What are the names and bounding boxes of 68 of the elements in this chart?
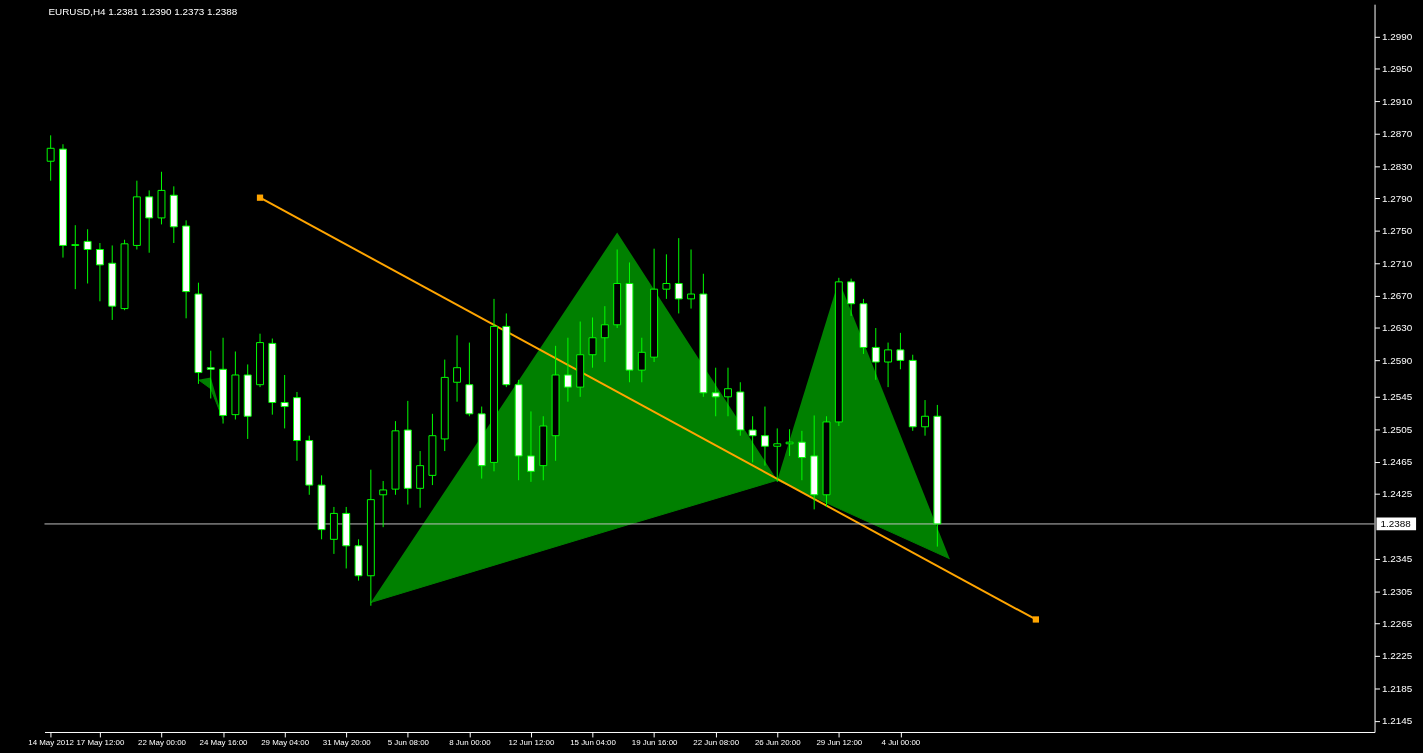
x-tick-label: 24 May 16:00 bbox=[199, 738, 249, 748]
ref-line-label: 1.2388 bbox=[1380, 517, 1412, 529]
candlestick bbox=[563, 337, 572, 403]
x-tick-label: 29 Jun 12:00 bbox=[816, 738, 863, 748]
y-tick-label: 1.2465 bbox=[1381, 456, 1413, 468]
y-tick-label: 1.2145 bbox=[1381, 715, 1413, 727]
candlestick bbox=[797, 430, 806, 481]
y-tick-label: 1.2185 bbox=[1381, 682, 1413, 694]
candlestick bbox=[711, 367, 720, 417]
y-tick-label: 1.2265 bbox=[1381, 617, 1413, 629]
candlestick bbox=[416, 450, 425, 509]
chart-title: EURUSD,H4 1.2381 1.2390 1.2373 1.2388 bbox=[48, 6, 238, 18]
x-tick-label: 22 May 00:00 bbox=[138, 738, 187, 748]
x-tick-label: 19 Jun 16:00 bbox=[631, 738, 679, 748]
y-tick-label: 1.2590 bbox=[1381, 354, 1413, 366]
y-tick-label: 1.2790 bbox=[1381, 192, 1413, 204]
y-tick-label: 1.2225 bbox=[1381, 650, 1413, 662]
y-tick-label: 1.2305 bbox=[1381, 585, 1413, 597]
candlestick bbox=[453, 334, 462, 403]
candlestick bbox=[896, 332, 905, 370]
candlestick bbox=[588, 317, 597, 369]
candlestick bbox=[526, 410, 535, 483]
candlestick bbox=[921, 399, 929, 437]
y-tick-label: 1.2990 bbox=[1381, 31, 1413, 43]
y-tick-label: 1.2545 bbox=[1381, 391, 1413, 403]
candlestick bbox=[724, 367, 732, 417]
y-tick-label: 1.2345 bbox=[1381, 553, 1413, 565]
x-tick-label: 31 May 20:00 bbox=[322, 738, 372, 748]
candlestick bbox=[46, 134, 55, 182]
candlestick bbox=[847, 278, 856, 317]
candlestick bbox=[773, 427, 782, 483]
candlestick bbox=[748, 415, 757, 463]
y-tick-label: 1.2670 bbox=[1381, 290, 1413, 302]
candlestick bbox=[871, 327, 880, 381]
candlestick bbox=[687, 248, 696, 310]
candlestick bbox=[662, 253, 671, 300]
y-tick-label: 1.2950 bbox=[1381, 63, 1413, 75]
candlestick bbox=[206, 350, 215, 399]
y-tick-label: 1.2750 bbox=[1381, 225, 1413, 237]
x-tick-label: 15 Jun 04:00 bbox=[570, 738, 617, 748]
y-tick-label: 1.2870 bbox=[1381, 128, 1413, 140]
x-tick-label: 12 Jun 12:00 bbox=[508, 738, 555, 748]
x-tick-label: 14 May 2012 bbox=[28, 738, 75, 748]
candlestick bbox=[145, 189, 154, 254]
candlestick bbox=[280, 374, 289, 429]
candlestick bbox=[600, 305, 609, 363]
x-tick-label: 17 May 12:00 bbox=[76, 738, 125, 748]
y-tick-label: 1.2910 bbox=[1381, 95, 1413, 107]
candlestick bbox=[379, 480, 388, 528]
candlestick bbox=[95, 242, 104, 302]
candlestick bbox=[785, 428, 794, 457]
x-tick-label: 4 Jul 00:00 bbox=[881, 738, 921, 748]
candlestick bbox=[83, 228, 92, 284]
y-tick-label: 1.2630 bbox=[1381, 322, 1413, 334]
y-tick-label: 1.2710 bbox=[1381, 257, 1413, 269]
candlestick bbox=[637, 337, 646, 383]
x-tick-label: 29 May 04:00 bbox=[261, 738, 310, 748]
candlestick bbox=[71, 224, 80, 290]
y-tick-label: 1.2505 bbox=[1381, 423, 1413, 435]
x-tick-label: 8 Jun 00:00 bbox=[449, 738, 492, 748]
x-tick-label: 5 Jun 08:00 bbox=[387, 738, 430, 748]
x-tick-label: 22 Jun 08:00 bbox=[693, 738, 740, 748]
y-tick-label: 1.2830 bbox=[1381, 160, 1413, 172]
candlestick bbox=[674, 237, 683, 314]
candlestick bbox=[760, 406, 769, 467]
x-tick-label: 26 Jun 20:00 bbox=[754, 738, 802, 748]
candlestick bbox=[884, 342, 893, 388]
y-tick-label: 1.2425 bbox=[1381, 488, 1413, 500]
